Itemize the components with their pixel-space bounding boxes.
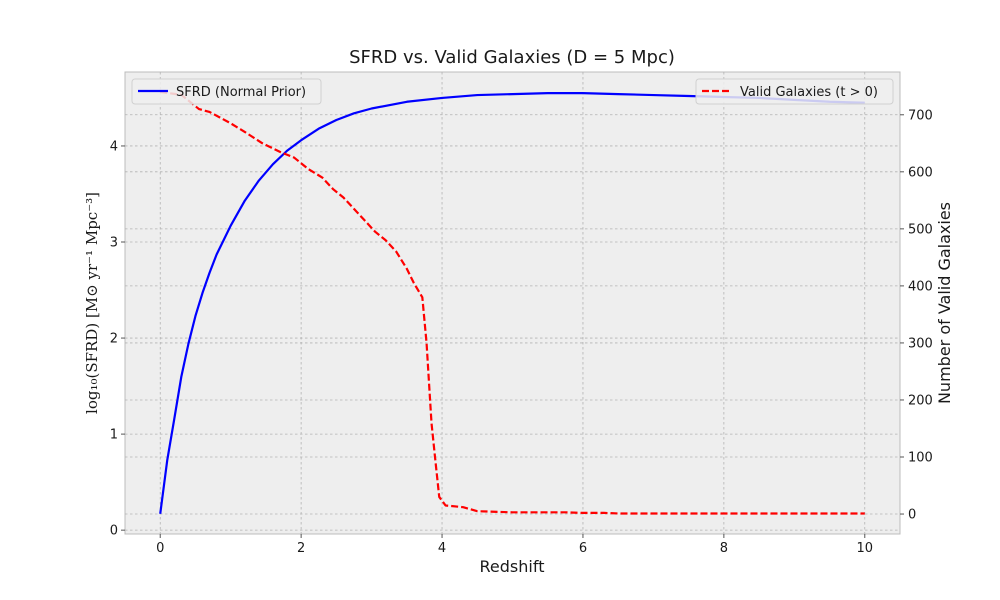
x-tick-label: 8 bbox=[720, 541, 728, 556]
y-right-tick-label: 0 bbox=[908, 508, 916, 523]
y-left-tick-label: 2 bbox=[110, 332, 118, 347]
y-right-tick-label: 100 bbox=[908, 451, 933, 466]
chart-title: SFRD vs. Valid Galaxies (D = 5 Mpc) bbox=[349, 47, 675, 68]
y-right-tick-label: 200 bbox=[908, 393, 933, 408]
legend-left-label: SFRD (Normal Prior) bbox=[176, 85, 306, 100]
y-left-tick-label: 4 bbox=[110, 139, 118, 154]
y-right-tick-label: 300 bbox=[908, 336, 933, 351]
series-layer bbox=[159, 90, 865, 515]
y-right-tick-label: 500 bbox=[908, 222, 933, 237]
legend-right: Valid Galaxies (t > 0) bbox=[695, 78, 894, 105]
legend-right-label: Valid Galaxies (t > 0) bbox=[740, 85, 878, 100]
y-right-tick-label: 400 bbox=[908, 279, 933, 294]
y-left-tick-label: 1 bbox=[110, 428, 118, 443]
legend-right-box bbox=[695, 78, 894, 105]
x-axis-label: Redshift bbox=[480, 557, 545, 576]
x-tick-label: 10 bbox=[856, 541, 873, 556]
y-axis-label-right: Number of Valid Galaxies bbox=[935, 202, 954, 404]
y-right-tick-label: 600 bbox=[908, 165, 933, 180]
legend-left: SFRD (Normal Prior) bbox=[131, 78, 322, 105]
y-left-tick-label: 0 bbox=[110, 524, 118, 539]
x-tick-label: 2 bbox=[297, 541, 305, 556]
x-tick-label: 0 bbox=[156, 541, 164, 556]
y-right-tick-label: 700 bbox=[908, 108, 933, 123]
x-tick-label: 4 bbox=[438, 541, 446, 556]
plot-area bbox=[124, 71, 901, 535]
y-left-tick-label: 3 bbox=[110, 236, 118, 251]
y-axis-label-left: log₁₀(SFRD) [M⊙ yr⁻¹ Mpc⁻³] bbox=[83, 192, 101, 414]
legend-left-box bbox=[131, 78, 322, 105]
series-line-sfrd bbox=[159, 92, 865, 514]
series-line-valid-galaxies bbox=[160, 90, 865, 515]
x-tick-label: 6 bbox=[579, 541, 587, 556]
